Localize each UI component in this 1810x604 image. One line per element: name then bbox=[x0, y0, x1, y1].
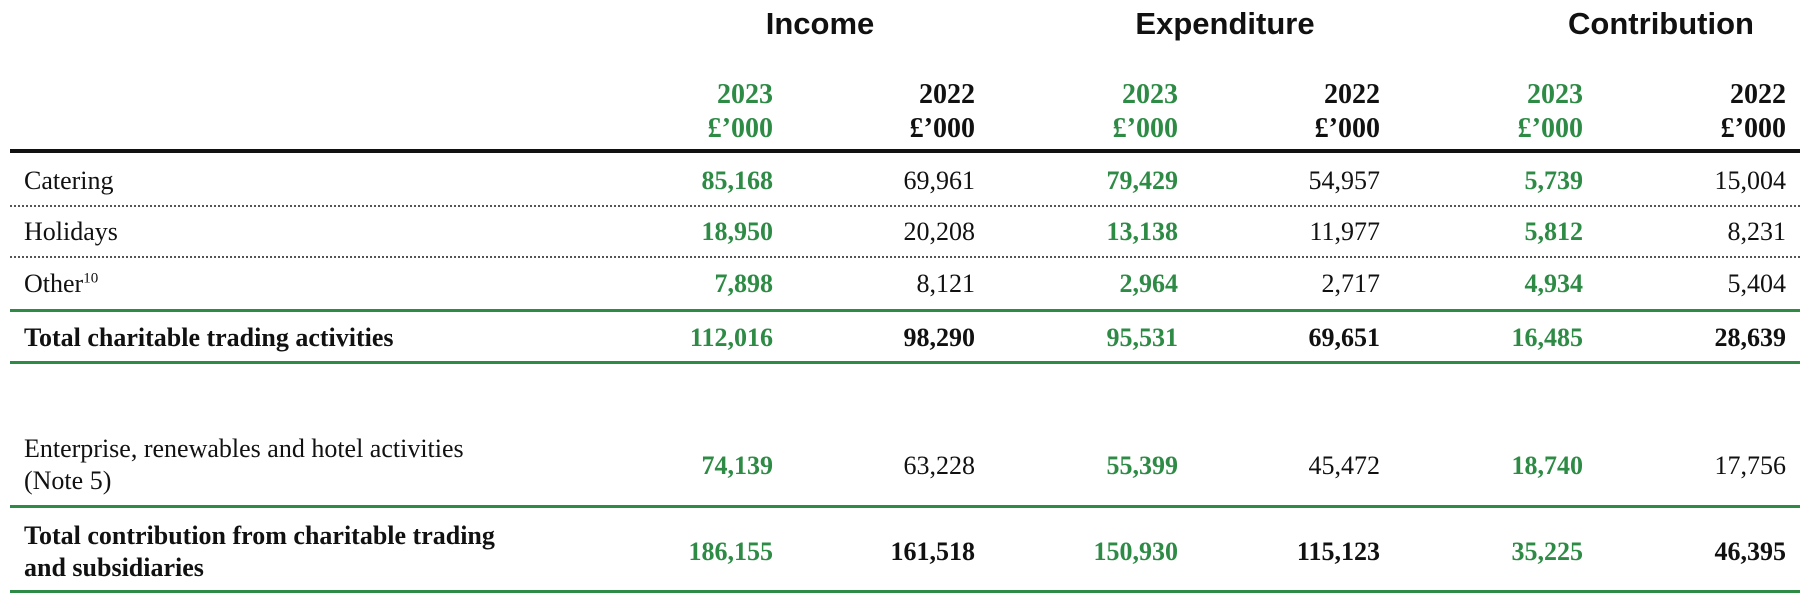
cell: 95,531 bbox=[1106, 323, 1179, 352]
cell: 74,139 bbox=[701, 451, 774, 480]
col-income-2022: 2022 £’000 bbox=[909, 79, 975, 144]
col-expenditure-2022: 2022 £’000 bbox=[1314, 79, 1380, 144]
cell: 186,155 bbox=[688, 537, 774, 566]
cell: 69,651 bbox=[1308, 323, 1381, 352]
row-label: Total charitable trading activities bbox=[24, 323, 394, 352]
cell: 7,898 bbox=[714, 269, 774, 298]
cell: 46,395 bbox=[1714, 537, 1787, 566]
cell: 150,930 bbox=[1093, 537, 1179, 566]
cell: 18,950 bbox=[701, 217, 774, 246]
cell: 54,957 bbox=[1308, 166, 1381, 195]
cell: 28,639 bbox=[1714, 323, 1787, 352]
cell: 35,225 bbox=[1511, 537, 1584, 566]
cell: 13,138 bbox=[1106, 217, 1179, 246]
cell: 8,231 bbox=[1727, 217, 1787, 246]
cell: 2,717 bbox=[1321, 269, 1381, 298]
col-contribution-2023: 2023 £’000 bbox=[1517, 79, 1583, 144]
row-divider bbox=[10, 256, 1800, 258]
row-label: Other10 bbox=[24, 269, 99, 298]
cell: 20,208 bbox=[903, 217, 976, 246]
col-expenditure-2023: 2023 £’000 bbox=[1112, 79, 1178, 144]
cell: 5,404 bbox=[1727, 269, 1787, 298]
cell: 112,016 bbox=[689, 323, 773, 352]
row-label: Enterprise, renewables and hotel activit… bbox=[24, 434, 464, 495]
cell: 11,977 bbox=[1309, 217, 1380, 246]
col-income-2023: 2023 £’000 bbox=[707, 79, 773, 144]
cell: 18,740 bbox=[1511, 451, 1584, 480]
cell: 85,168 bbox=[701, 166, 774, 195]
cell: 98,290 bbox=[903, 323, 976, 352]
cell: 17,756 bbox=[1714, 451, 1787, 480]
header-contribution: Contribution bbox=[1568, 6, 1754, 41]
total-rule bbox=[10, 590, 1800, 593]
total-rule bbox=[10, 361, 1800, 364]
subtotal-rule bbox=[10, 309, 1800, 312]
cell: 55,399 bbox=[1106, 451, 1179, 480]
cell: 15,004 bbox=[1714, 166, 1787, 195]
row-divider bbox=[10, 205, 1800, 207]
header-income: Income bbox=[765, 6, 875, 41]
row-label: Catering bbox=[24, 166, 114, 195]
header-rule bbox=[10, 149, 1800, 153]
col-contribution-2022: 2022 £’000 bbox=[1720, 79, 1786, 144]
cell: 8,121 bbox=[916, 269, 976, 298]
cell: 69,961 bbox=[903, 166, 976, 195]
cell: 115,123 bbox=[1296, 537, 1380, 566]
cell: 45,472 bbox=[1308, 451, 1381, 480]
cell: 5,812 bbox=[1524, 217, 1584, 246]
row-label: Total contribution from charitable tradi… bbox=[24, 521, 495, 582]
cell: 4,934 bbox=[1524, 269, 1584, 298]
footnote-ref: 10 bbox=[83, 270, 99, 287]
subtotal-rule bbox=[10, 505, 1800, 508]
row-label: Holidays bbox=[24, 217, 118, 246]
cell: 79,429 bbox=[1106, 166, 1179, 195]
cell: 16,485 bbox=[1511, 323, 1584, 352]
cell: 63,228 bbox=[903, 451, 976, 480]
cell: 161,518 bbox=[890, 537, 976, 566]
header-expenditure: Expenditure bbox=[1135, 6, 1315, 41]
cell: 2,964 bbox=[1119, 269, 1179, 298]
cell: 5,739 bbox=[1524, 166, 1584, 195]
